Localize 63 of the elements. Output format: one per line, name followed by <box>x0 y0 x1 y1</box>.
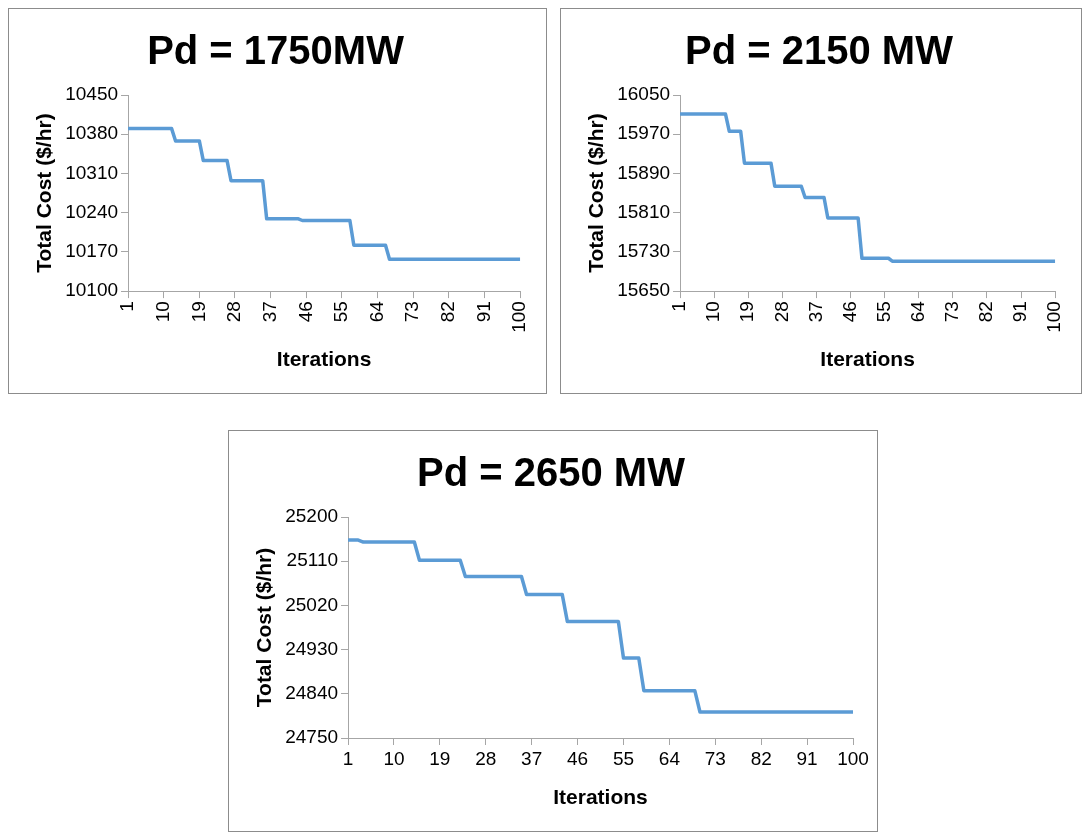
x-tick-label: 73 <box>941 301 963 323</box>
x-tick-label: 73 <box>401 301 423 323</box>
x-tick-label: 37 <box>258 301 280 323</box>
x-axis-title: Iterations <box>276 347 372 371</box>
x-tick-label: 37 <box>521 747 543 769</box>
y-tick-label: 16050 <box>617 83 671 105</box>
x-tick-label: 19 <box>187 301 209 323</box>
y-tick-label: 15890 <box>617 161 671 183</box>
y-tick-label: 10170 <box>65 240 119 262</box>
y-tick-label: 10240 <box>65 200 119 222</box>
x-tick-label: 46 <box>566 747 589 769</box>
x-tick-label: 82 <box>437 301 459 323</box>
x-tick-label: 100 <box>837 747 869 769</box>
y-tick-label: 10450 <box>65 83 119 105</box>
x-tick-label: 1 <box>668 301 690 312</box>
x-tick-label: 1 <box>342 747 354 769</box>
y-axis-title: Total Cost ($/hr) <box>32 113 56 273</box>
x-tick-label: 100 <box>508 301 530 333</box>
x-tick-label: 10 <box>151 301 173 323</box>
x-tick-label: 37 <box>804 301 826 323</box>
y-tick-label: 24750 <box>285 726 339 748</box>
y-tick-label: 25020 <box>285 593 339 615</box>
x-tick-label: 1 <box>116 301 138 312</box>
x-tick-label: 19 <box>429 747 451 769</box>
y-tick-label: 25200 <box>285 505 339 527</box>
chart-title: Pd = 2650 MW <box>417 450 686 495</box>
x-tick-label: 28 <box>475 747 497 769</box>
x-tick-label: 82 <box>750 747 772 769</box>
x-tick-label: 10 <box>702 301 724 323</box>
x-tick-label: 55 <box>330 301 352 323</box>
x-tick-label: 91 <box>796 747 818 769</box>
y-tick-label: 15970 <box>617 122 671 144</box>
x-tick-label: 100 <box>1043 301 1065 333</box>
x-tick-label: 19 <box>736 301 758 323</box>
y-tick-label: 15650 <box>617 279 671 301</box>
y-tick-label: 25110 <box>286 549 339 571</box>
x-tick-label: 64 <box>658 747 681 769</box>
x-tick-label: 82 <box>975 301 997 323</box>
x-tick-label: 55 <box>872 301 894 323</box>
y-axis-title: Total Cost ($/hr) <box>252 547 276 708</box>
x-axis-title: Iterations <box>553 785 648 809</box>
y-tick-label: 24840 <box>285 682 339 704</box>
x-tick-label: 46 <box>294 301 316 323</box>
x-tick-label: 64 <box>365 300 387 323</box>
x-tick-label: 64 <box>907 300 929 323</box>
x-tick-label: 46 <box>838 301 860 323</box>
x-axis-title: Iterations <box>820 347 915 371</box>
x-tick-label: 91 <box>472 301 494 323</box>
x-tick-label: 91 <box>1009 301 1031 323</box>
y-axis-title: Total Cost ($/hr) <box>584 113 608 273</box>
y-tick-label: 10380 <box>65 122 119 144</box>
x-tick-label: 28 <box>770 301 792 323</box>
x-tick-label: 73 <box>704 747 726 769</box>
y-tick-label: 10310 <box>65 161 119 183</box>
y-tick-label: 15730 <box>617 240 671 262</box>
x-tick-label: 28 <box>223 301 245 323</box>
chart-title: Pd = 1750MW <box>147 28 405 73</box>
y-tick-label: 24930 <box>285 637 339 659</box>
x-tick-label: 55 <box>612 747 635 769</box>
chart-title: Pd = 2150 MW <box>685 28 954 73</box>
y-tick-label: 10100 <box>65 279 119 301</box>
x-tick-label: 10 <box>383 747 405 769</box>
y-tick-label: 15810 <box>617 200 671 222</box>
